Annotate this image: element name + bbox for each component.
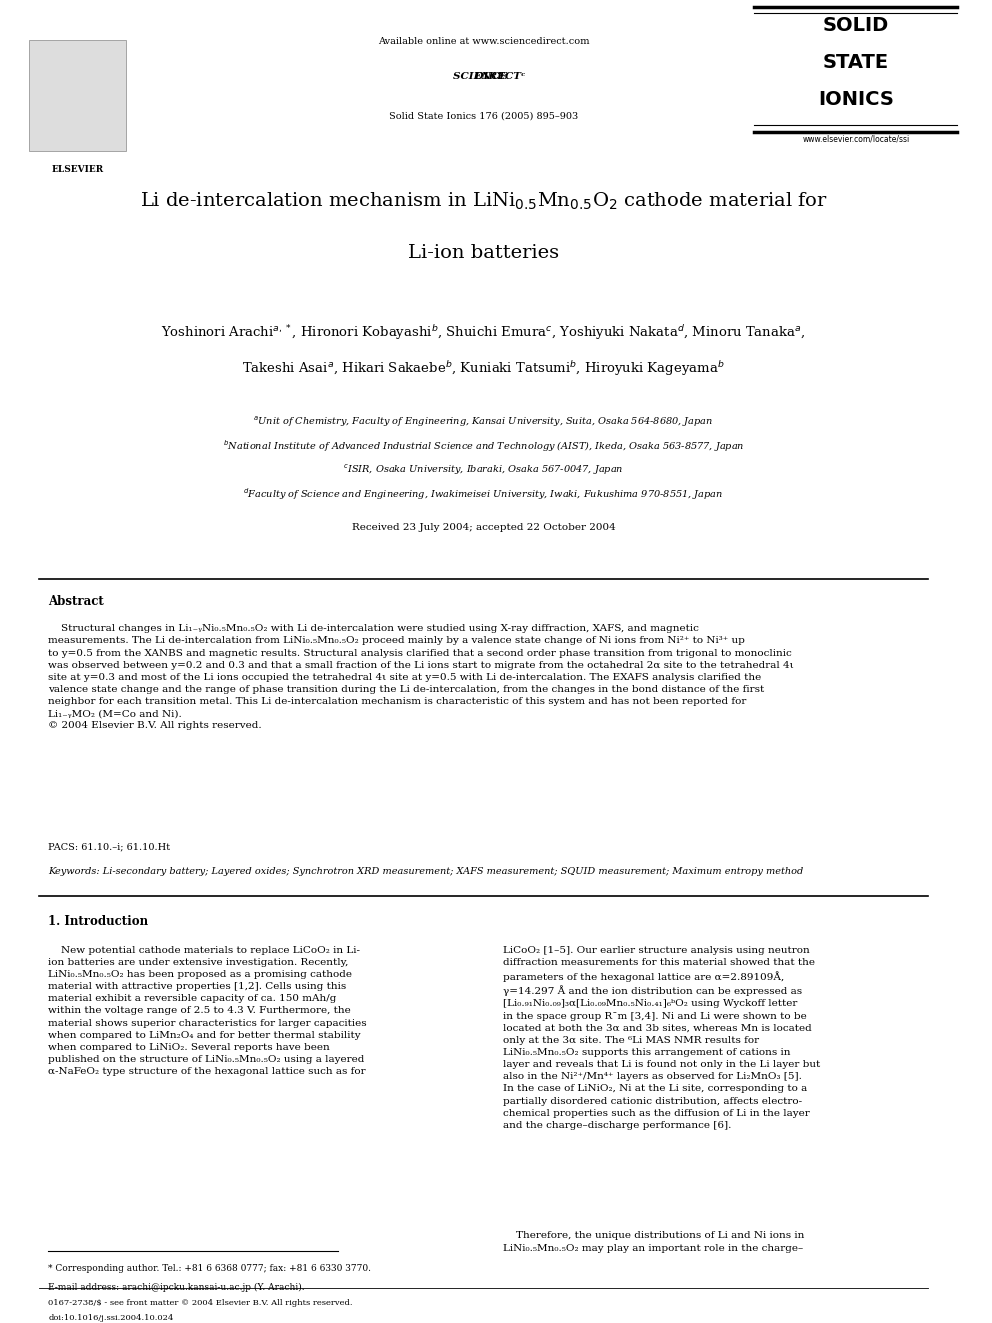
Text: doi:10.1016/j.ssi.2004.10.024: doi:10.1016/j.ssi.2004.10.024 bbox=[49, 1315, 174, 1323]
Text: Abstract: Abstract bbox=[49, 595, 104, 609]
FancyBboxPatch shape bbox=[29, 40, 126, 151]
Text: 0167-2738/$ - see front matter © 2004 Elsevier B.V. All rights reserved.: 0167-2738/$ - see front matter © 2004 El… bbox=[49, 1299, 353, 1307]
Text: IONICS: IONICS bbox=[818, 90, 894, 108]
Text: SOLID: SOLID bbox=[822, 16, 889, 34]
Text: Structural changes in Li₁₋ᵧNi₀.₅Mn₀.₅O₂ with Li de-intercalation were studied us: Structural changes in Li₁₋ᵧNi₀.₅Mn₀.₅O₂ … bbox=[49, 624, 795, 730]
Text: $^{d}$Faculty of Science and Engineering, Iwakimeisei University, Iwaki, Fukushi: $^{d}$Faculty of Science and Engineering… bbox=[243, 486, 723, 501]
Text: www.elsevier.com/locate/ssi: www.elsevier.com/locate/ssi bbox=[803, 135, 910, 143]
Text: Takeshi Asai$^{a}$, Hikari Sakaebe$^{b}$, Kuniaki Tatsumi$^{b}$, Hiroyuki Kageya: Takeshi Asai$^{a}$, Hikari Sakaebe$^{b}$… bbox=[242, 360, 725, 378]
Text: 1. Introduction: 1. Introduction bbox=[49, 916, 149, 929]
Text: STATE: STATE bbox=[822, 53, 889, 71]
Text: * Corresponding author. Tel.: +81 6 6368 0777; fax: +81 6 6330 3770.: * Corresponding author. Tel.: +81 6 6368… bbox=[49, 1265, 371, 1273]
Text: ELSEVIER: ELSEVIER bbox=[52, 164, 103, 173]
Text: DIRECTᶜ: DIRECTᶜ bbox=[441, 73, 525, 82]
Text: E-mail address: arachi@ipcku.kansai-u.ac.jp (Y. Arachi).: E-mail address: arachi@ipcku.kansai-u.ac… bbox=[49, 1283, 305, 1293]
Text: Keywords: Li-secondary battery; Layered oxides; Synchrotron XRD measurement; XAF: Keywords: Li-secondary battery; Layered … bbox=[49, 867, 804, 876]
Text: LiCoO₂ [1–5]. Our earlier structure analysis using neutron
diffraction measureme: LiCoO₂ [1–5]. Our earlier structure anal… bbox=[503, 946, 820, 1130]
Text: $^{a}$Unit of Chemistry, Faculty of Engineering, Kansai University, Suita, Osaka: $^{a}$Unit of Chemistry, Faculty of Engi… bbox=[253, 415, 713, 429]
Text: $^{c}$ISIR, Osaka University, Ibaraki, Osaka 567-0047, Japan: $^{c}$ISIR, Osaka University, Ibaraki, O… bbox=[343, 462, 624, 476]
Text: Li-ion batteries: Li-ion batteries bbox=[408, 243, 559, 262]
Text: Therefore, the unique distributions of Li and Ni ions in
LiNi₀.₅Mn₀.₅O₂ may play: Therefore, the unique distributions of L… bbox=[503, 1232, 805, 1253]
Text: New potential cathode materials to replace LiCoO₂ in Li-
ion batteries are under: New potential cathode materials to repla… bbox=[49, 946, 367, 1076]
Text: Available online at www.sciencedirect.com: Available online at www.sciencedirect.co… bbox=[378, 37, 589, 46]
Text: Received 23 July 2004; accepted 22 October 2004: Received 23 July 2004; accepted 22 Octob… bbox=[352, 523, 615, 532]
Text: Solid State Ionics 176 (2005) 895–903: Solid State Ionics 176 (2005) 895–903 bbox=[389, 112, 578, 120]
Text: Li de-intercalation mechanism in LiNi$_{0.5}$Mn$_{0.5}$O$_2$ cathode material fo: Li de-intercalation mechanism in LiNi$_{… bbox=[140, 191, 827, 212]
Text: PACS: 61.10.–i; 61.10.Ht: PACS: 61.10.–i; 61.10.Ht bbox=[49, 843, 171, 852]
Text: Yoshinori Arachi$^{a,*}$, Hironori Kobayashi$^{b}$, Shuichi Emura$^{c}$, Yoshiyu: Yoshinori Arachi$^{a,*}$, Hironori Kobay… bbox=[162, 323, 806, 341]
Text: SCIENCE: SCIENCE bbox=[453, 73, 514, 82]
Text: $^{b}$National Institute of Advanced Industrial Science and Technology (AIST), I: $^{b}$National Institute of Advanced Ind… bbox=[223, 438, 744, 454]
